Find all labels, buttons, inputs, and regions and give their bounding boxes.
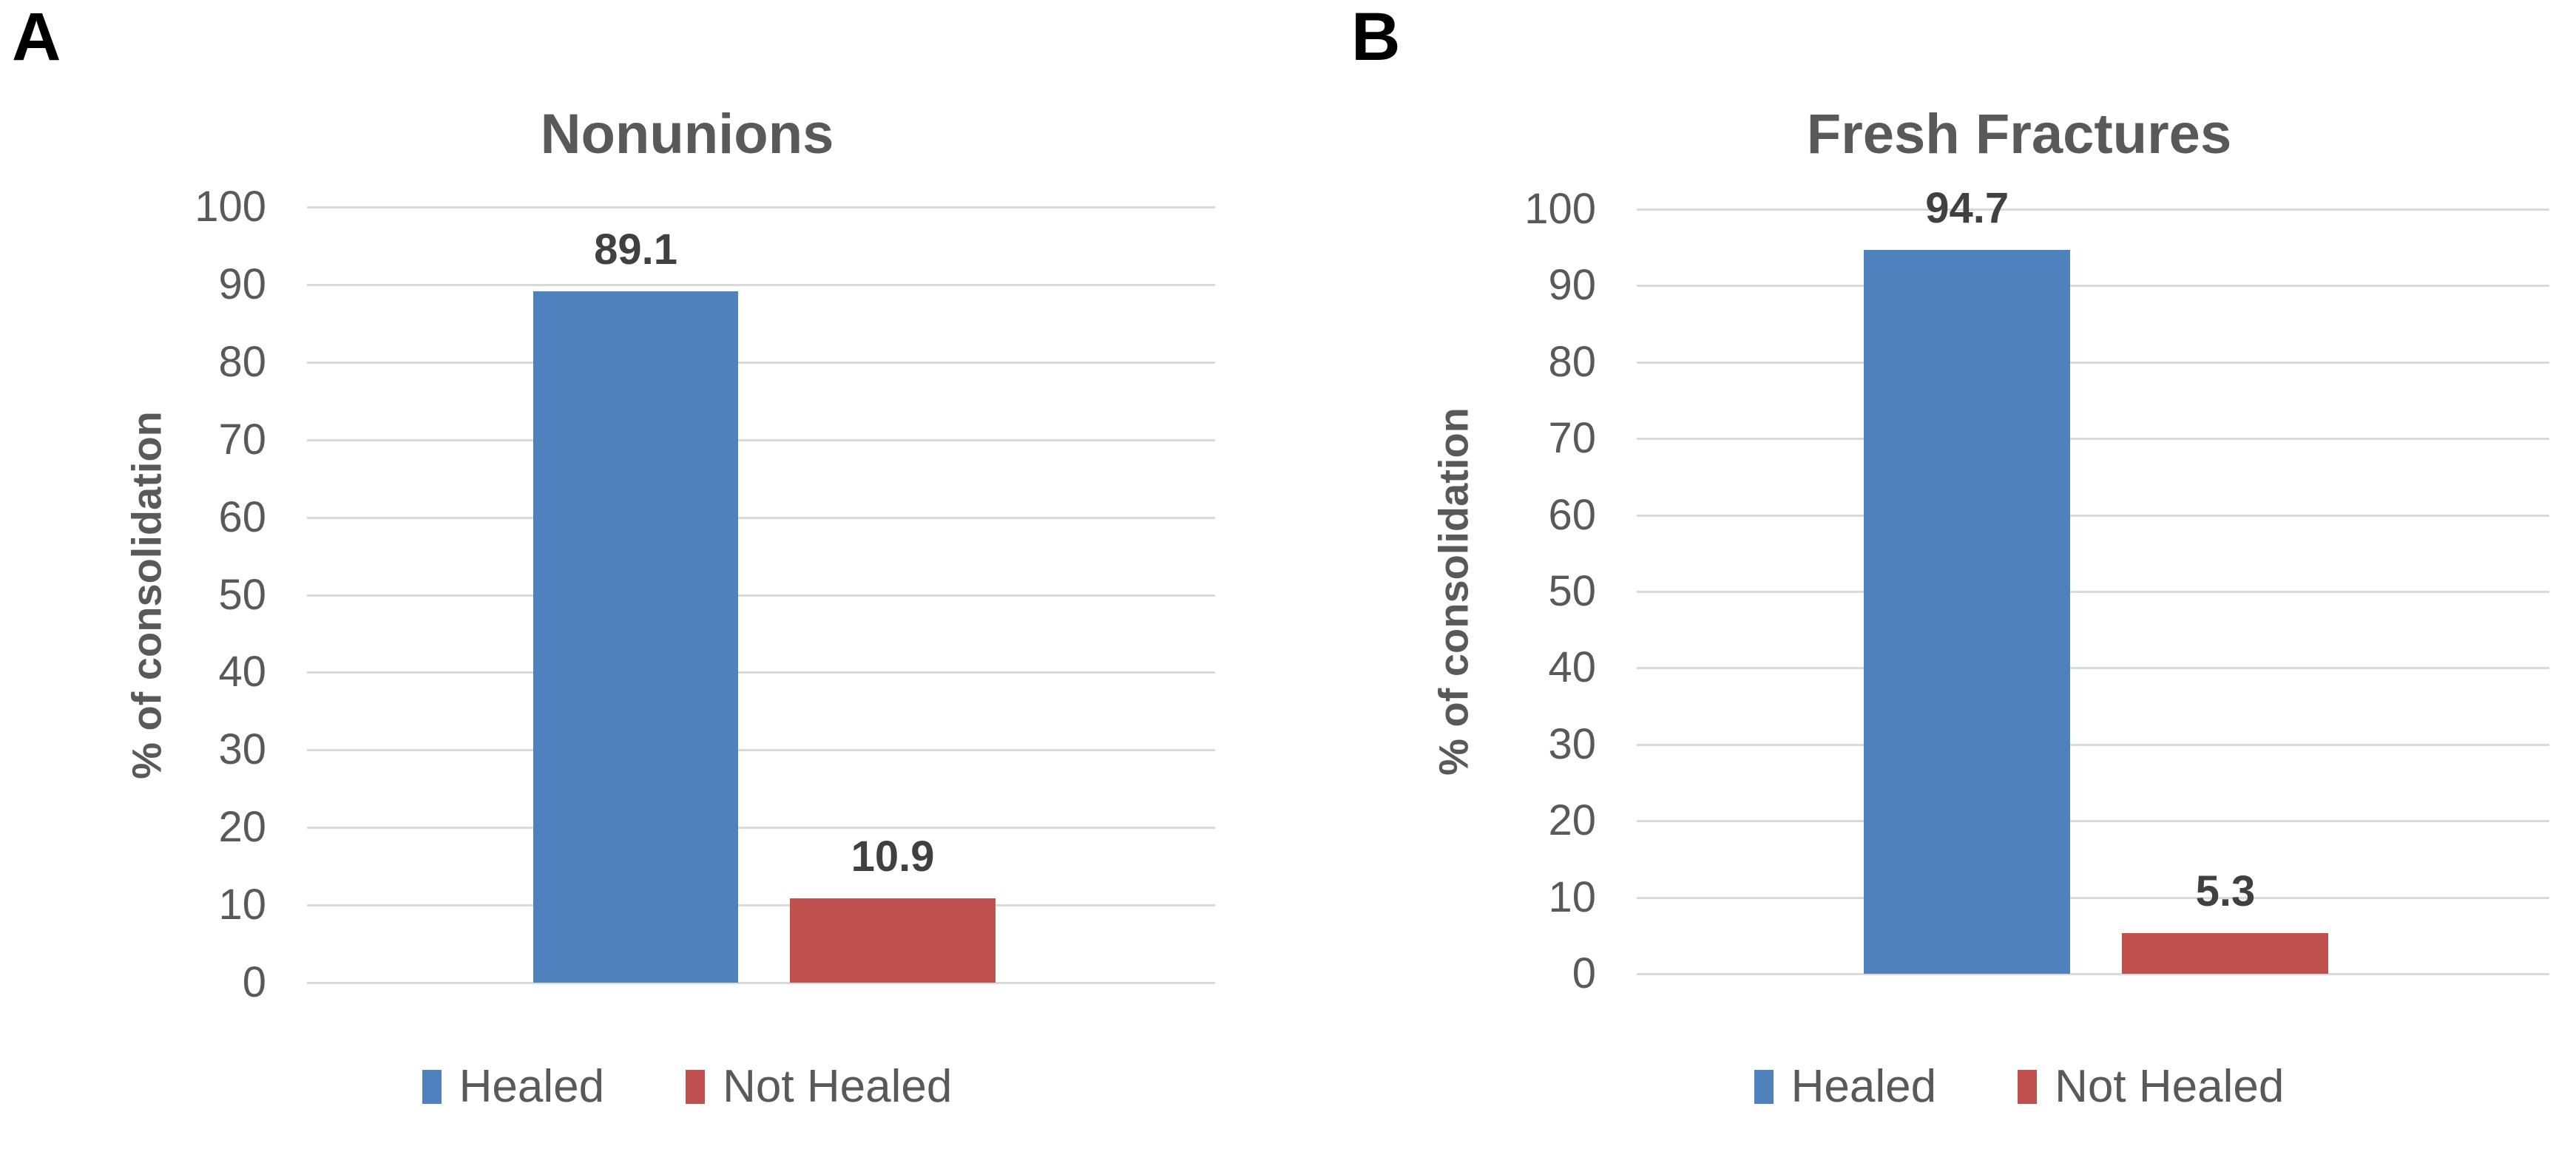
panel-b-plot-area: 0 10 20 30 40 50 60 70 80 90 100 94.7 5.3 — [1524, 186, 2549, 997]
y-tick-label-10: 10 — [1548, 872, 1596, 921]
y-tick-label-40: 40 — [1548, 643, 1596, 692]
y-tick-label-100: 100 — [195, 183, 266, 231]
gridline-60 — [307, 516, 1215, 519]
panel-b-legend: Healed Not Healed — [1563, 1061, 2475, 1112]
gridline-10 — [307, 904, 1215, 907]
legend-swatch-icon — [422, 1070, 442, 1105]
y-tick-label-30: 30 — [218, 725, 266, 774]
panel-b: B Fresh Fractures % of consolidation 0 10… — [1288, 0, 2576, 1149]
bar-data-label-not-healed: 5.3 — [2195, 867, 2256, 916]
legend-label: Healed — [459, 1061, 605, 1112]
gridline-40 — [1637, 667, 2549, 670]
bar-not-healed — [2122, 933, 2329, 974]
y-tick-label-0: 0 — [242, 958, 266, 1006]
panel-a-legend: Healed Not Healed — [233, 1061, 1141, 1112]
gridline-60 — [1637, 514, 2549, 517]
y-tick-label-30: 30 — [1548, 719, 1596, 768]
panel-a-label: A — [12, 0, 61, 75]
gridline-70 — [307, 438, 1215, 441]
y-tick-label-70: 70 — [1548, 414, 1596, 463]
gridline-30 — [307, 749, 1215, 752]
y-tick-label-100: 100 — [1524, 185, 1596, 233]
panel-a-chart-title: Nonunions — [540, 103, 834, 166]
legend-swatch-icon — [2018, 1070, 2038, 1105]
y-tick-label-70: 70 — [218, 415, 266, 464]
legend-item-not-healed: Not Healed — [2018, 1061, 2285, 1112]
gridline-90 — [1637, 285, 2549, 288]
y-tick-label-0: 0 — [1572, 949, 1596, 997]
y-tick-label-90: 90 — [218, 260, 266, 308]
gridline-0 — [1637, 973, 2549, 975]
gridline-20 — [1637, 820, 2549, 823]
gridline-40 — [307, 671, 1215, 674]
gridline-100 — [307, 206, 1215, 209]
panel-b-label: B — [1351, 0, 1401, 75]
bar-healed — [533, 291, 739, 983]
legend-label: Healed — [1791, 1061, 1937, 1112]
y-tick-label-20: 20 — [1548, 796, 1596, 845]
y-tick-label-60: 60 — [1548, 490, 1596, 539]
legend-item-healed: Healed — [422, 1061, 605, 1112]
legend-label: Not Healed — [723, 1061, 953, 1112]
bar-data-label-healed: 89.1 — [594, 226, 677, 274]
y-tick-label-10: 10 — [218, 881, 266, 929]
panel-a: A Nonunions % of consolidation 0 10 20 30 40… — [12, 0, 1215, 1112]
y-tick-label-50: 50 — [218, 570, 266, 619]
y-tick-label-80: 80 — [1548, 337, 1596, 386]
legend-swatch-icon — [1754, 1070, 1774, 1105]
gridline-90 — [307, 283, 1215, 286]
gridline-100 — [1637, 209, 2549, 211]
legend-label: Not Healed — [2055, 1061, 2285, 1112]
y-tick-label-20: 20 — [218, 803, 266, 852]
y-tick-label-90: 90 — [1548, 261, 1596, 310]
gridline-10 — [1637, 896, 2549, 899]
gridline-80 — [1637, 361, 2549, 364]
bar-not-healed — [790, 898, 995, 983]
gridline-0 — [307, 982, 1215, 984]
gridline-30 — [1637, 743, 2549, 746]
legend-item-not-healed: Not Healed — [686, 1061, 953, 1112]
y-tick-label-60: 60 — [218, 492, 266, 541]
y-tick-label-80: 80 — [218, 337, 266, 386]
y-tick-label-50: 50 — [1548, 567, 1596, 615]
bar-data-label-healed: 94.7 — [1925, 183, 2009, 232]
legend-item-healed: Healed — [1754, 1061, 1937, 1112]
panel-b-chart-title: Fresh Fractures — [1806, 103, 2232, 166]
y-tick-label-40: 40 — [218, 648, 266, 696]
panel-a-plot-area: 0 10 20 30 40 50 60 70 80 90 100 89.1 10.9 — [195, 184, 1215, 1006]
gridline-70 — [1637, 438, 2549, 441]
gridline-50 — [1637, 591, 2549, 593]
bar-healed — [1864, 249, 2071, 974]
legend-swatch-icon — [686, 1070, 706, 1105]
gridline-80 — [307, 361, 1215, 364]
gridline-20 — [307, 827, 1215, 830]
gridline-50 — [307, 594, 1215, 597]
bar-data-label-not-healed: 10.9 — [851, 832, 935, 881]
